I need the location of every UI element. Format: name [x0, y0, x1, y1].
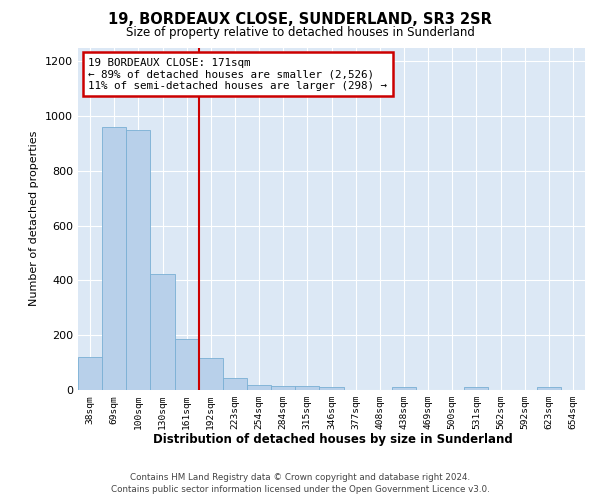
Text: Contains public sector information licensed under the Open Government Licence v3: Contains public sector information licen… — [110, 485, 490, 494]
Bar — [295, 386, 319, 390]
Text: 19 BORDEAUX CLOSE: 171sqm
← 89% of detached houses are smaller (2,526)
11% of se: 19 BORDEAUX CLOSE: 171sqm ← 89% of detac… — [88, 58, 387, 91]
Text: 19, BORDEAUX CLOSE, SUNDERLAND, SR3 2SR: 19, BORDEAUX CLOSE, SUNDERLAND, SR3 2SR — [108, 12, 492, 28]
Bar — [151, 274, 175, 390]
Bar — [78, 357, 102, 390]
Bar — [392, 388, 416, 390]
Text: Distribution of detached houses by size in Sunderland: Distribution of detached houses by size … — [153, 432, 513, 446]
Bar — [247, 385, 271, 390]
Bar — [537, 388, 561, 390]
Bar — [319, 388, 344, 390]
Y-axis label: Number of detached properties: Number of detached properties — [29, 131, 40, 306]
Bar — [271, 386, 295, 390]
Bar — [199, 358, 223, 390]
Bar — [126, 130, 151, 390]
Bar — [175, 340, 199, 390]
Text: Size of property relative to detached houses in Sunderland: Size of property relative to detached ho… — [125, 26, 475, 39]
Bar — [223, 378, 247, 390]
Bar — [464, 388, 488, 390]
Text: Contains HM Land Registry data © Crown copyright and database right 2024.: Contains HM Land Registry data © Crown c… — [130, 472, 470, 482]
Bar — [102, 127, 126, 390]
